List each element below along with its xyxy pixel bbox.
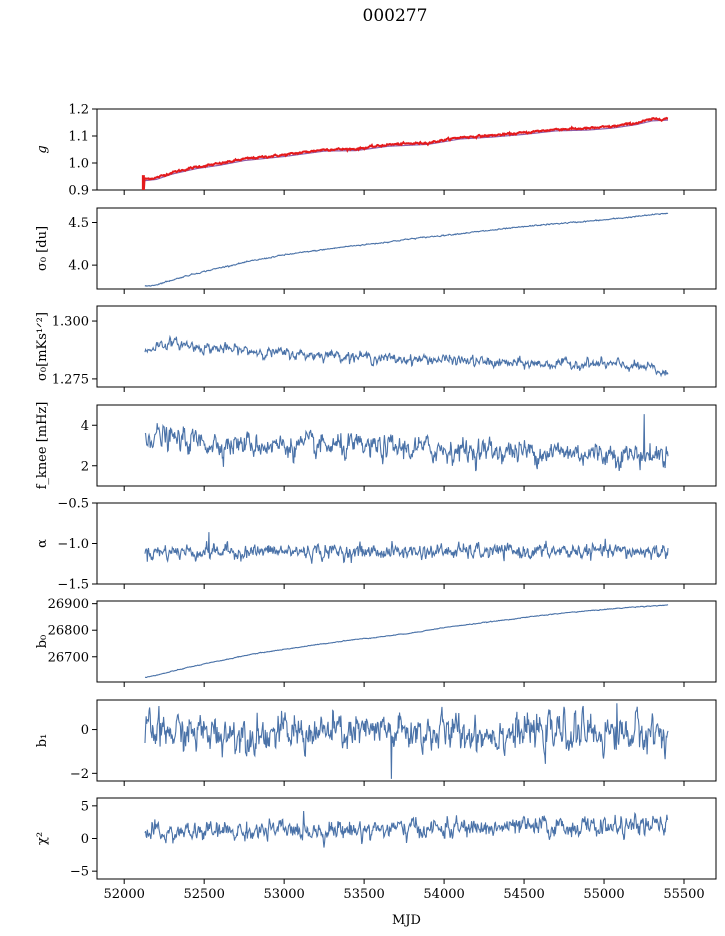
y-axis-label: σ₀ [du]	[35, 226, 50, 271]
y-axis-label: σ₀[mKs¹ᐟ²]	[35, 312, 50, 381]
panel-frame	[96, 699, 717, 782]
y-tick-label: −2	[70, 767, 89, 782]
x-axis-label: MJD	[392, 913, 421, 928]
series-line	[144, 811, 669, 848]
y-tick-label: 26900	[48, 597, 89, 612]
series-line	[144, 212, 669, 287]
series-line	[144, 334, 669, 378]
y-tick-label: −0.5	[57, 497, 89, 512]
panel-alpha: −1.5 −1.0 −0.5 α	[35, 497, 717, 593]
y-axis-label: f_knee [mHz]	[35, 402, 50, 490]
series-line-model	[143, 119, 669, 182]
y-axis-label: χ²	[35, 832, 50, 845]
y-tick-label: 26800	[48, 624, 89, 639]
y-tick-label: 0	[81, 832, 89, 847]
series-line-fit	[142, 116, 669, 189]
panel-frame	[96, 600, 717, 683]
y-axis-label: α	[35, 539, 50, 548]
series-line	[144, 532, 669, 564]
y-tick-label: −1.0	[57, 537, 89, 552]
panel-sigma0_du: 4.0 4.5 σ₀ [du]	[35, 207, 717, 294]
panel-b0: 26700 26800 26900 b₀	[35, 597, 717, 687]
y-tick-label: −1.5	[57, 578, 89, 593]
panel-frame	[96, 207, 717, 290]
y-tick-label: 5	[81, 799, 89, 814]
y-tick-label: 1.275	[52, 372, 89, 387]
y-tick-label: 4	[81, 419, 89, 434]
y-axis-label: b₀	[35, 635, 50, 649]
y-tick-label: 4.0	[68, 259, 89, 274]
panel-chi2: −5 0 5 52000 52500 53000 53500 54000 54500 55000 5…	[35, 797, 717, 902]
y-tick-label: 1.0	[68, 157, 89, 172]
y-tick-label: 0	[81, 723, 89, 738]
x-tick-label: 54500	[503, 887, 544, 902]
x-tick-label: 55000	[583, 887, 624, 902]
panel-frame	[96, 108, 717, 191]
x-tick-label: 53500	[343, 887, 384, 902]
x-tick-label: 53000	[263, 887, 304, 902]
y-tick-label: −5	[70, 865, 89, 880]
x-tick-label: 54000	[423, 887, 464, 902]
y-tick-label: 1.300	[52, 315, 89, 330]
y-tick-label: 4.5	[68, 216, 89, 231]
panel-g: 0.9 1.0 1.1 1.2 g	[35, 103, 717, 199]
y-tick-label: 0.9	[68, 184, 89, 199]
panel-frame	[96, 404, 717, 487]
series-line	[144, 703, 669, 779]
x-tick-label: 52500	[183, 887, 224, 902]
x-tick-label: 52000	[104, 887, 145, 902]
series-line	[144, 414, 669, 472]
panel-frame	[96, 502, 717, 585]
y-tick-label: 1.2	[68, 103, 89, 118]
y-tick-label: 26700	[48, 650, 89, 665]
y-axis-label: g	[35, 145, 50, 153]
series-line	[144, 604, 669, 679]
panel-b1: −2 0 b₁	[35, 699, 717, 786]
x-tick-label: 55500	[663, 887, 704, 902]
panel-frame	[96, 305, 717, 388]
panel-fknee: 2 4 f_knee [mHz]	[35, 402, 717, 491]
y-tick-label: 2	[81, 459, 89, 474]
figure-title: 000277	[362, 6, 428, 26]
y-axis-label: b₁	[35, 734, 50, 748]
y-tick-label: 1.1	[68, 130, 89, 145]
